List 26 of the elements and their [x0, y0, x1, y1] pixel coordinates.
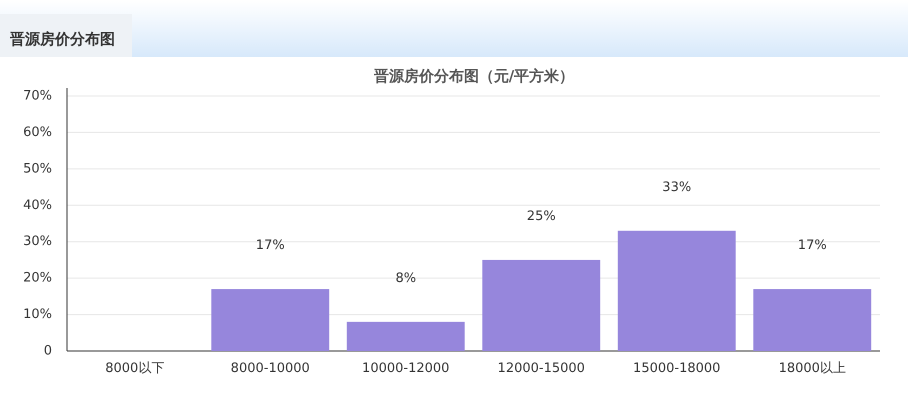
- x-tick-label: 8000-10000: [230, 361, 310, 376]
- data-label: 8%: [395, 270, 416, 286]
- x-tick-label: 12000-15000: [498, 361, 585, 376]
- y-tick-label: 20%: [23, 270, 52, 286]
- y-tick-label: 0: [44, 344, 52, 358]
- y-tick-label: 10%: [23, 307, 52, 322]
- bar: [211, 289, 330, 351]
- y-tick-label: 70%: [23, 88, 52, 104]
- y-tick-label: 60%: [23, 124, 52, 140]
- x-tick-label: 10000-12000: [362, 361, 450, 376]
- data-label: 17%: [256, 238, 285, 254]
- data-label: 25%: [526, 208, 556, 224]
- chart-title: 晋源房价分布图: [9, 30, 115, 48]
- data-label: 33%: [662, 180, 692, 195]
- data-label: 17%: [798, 238, 827, 254]
- bar: [346, 322, 465, 351]
- y-tick-label: 50%: [23, 161, 52, 176]
- bar: [753, 289, 872, 351]
- chart-subtitle: 晋源房价分布图（元/平方米）: [372, 67, 574, 85]
- bar: [482, 260, 600, 351]
- y-tick-label: 40%: [23, 198, 52, 213]
- y-tick-label: 30%: [23, 234, 52, 250]
- x-tick-label: 8000以下: [105, 361, 164, 376]
- bar: [618, 230, 736, 351]
- x-tick-label: 18000以上: [778, 361, 846, 376]
- x-tick-label: 15000-18000: [633, 361, 720, 376]
